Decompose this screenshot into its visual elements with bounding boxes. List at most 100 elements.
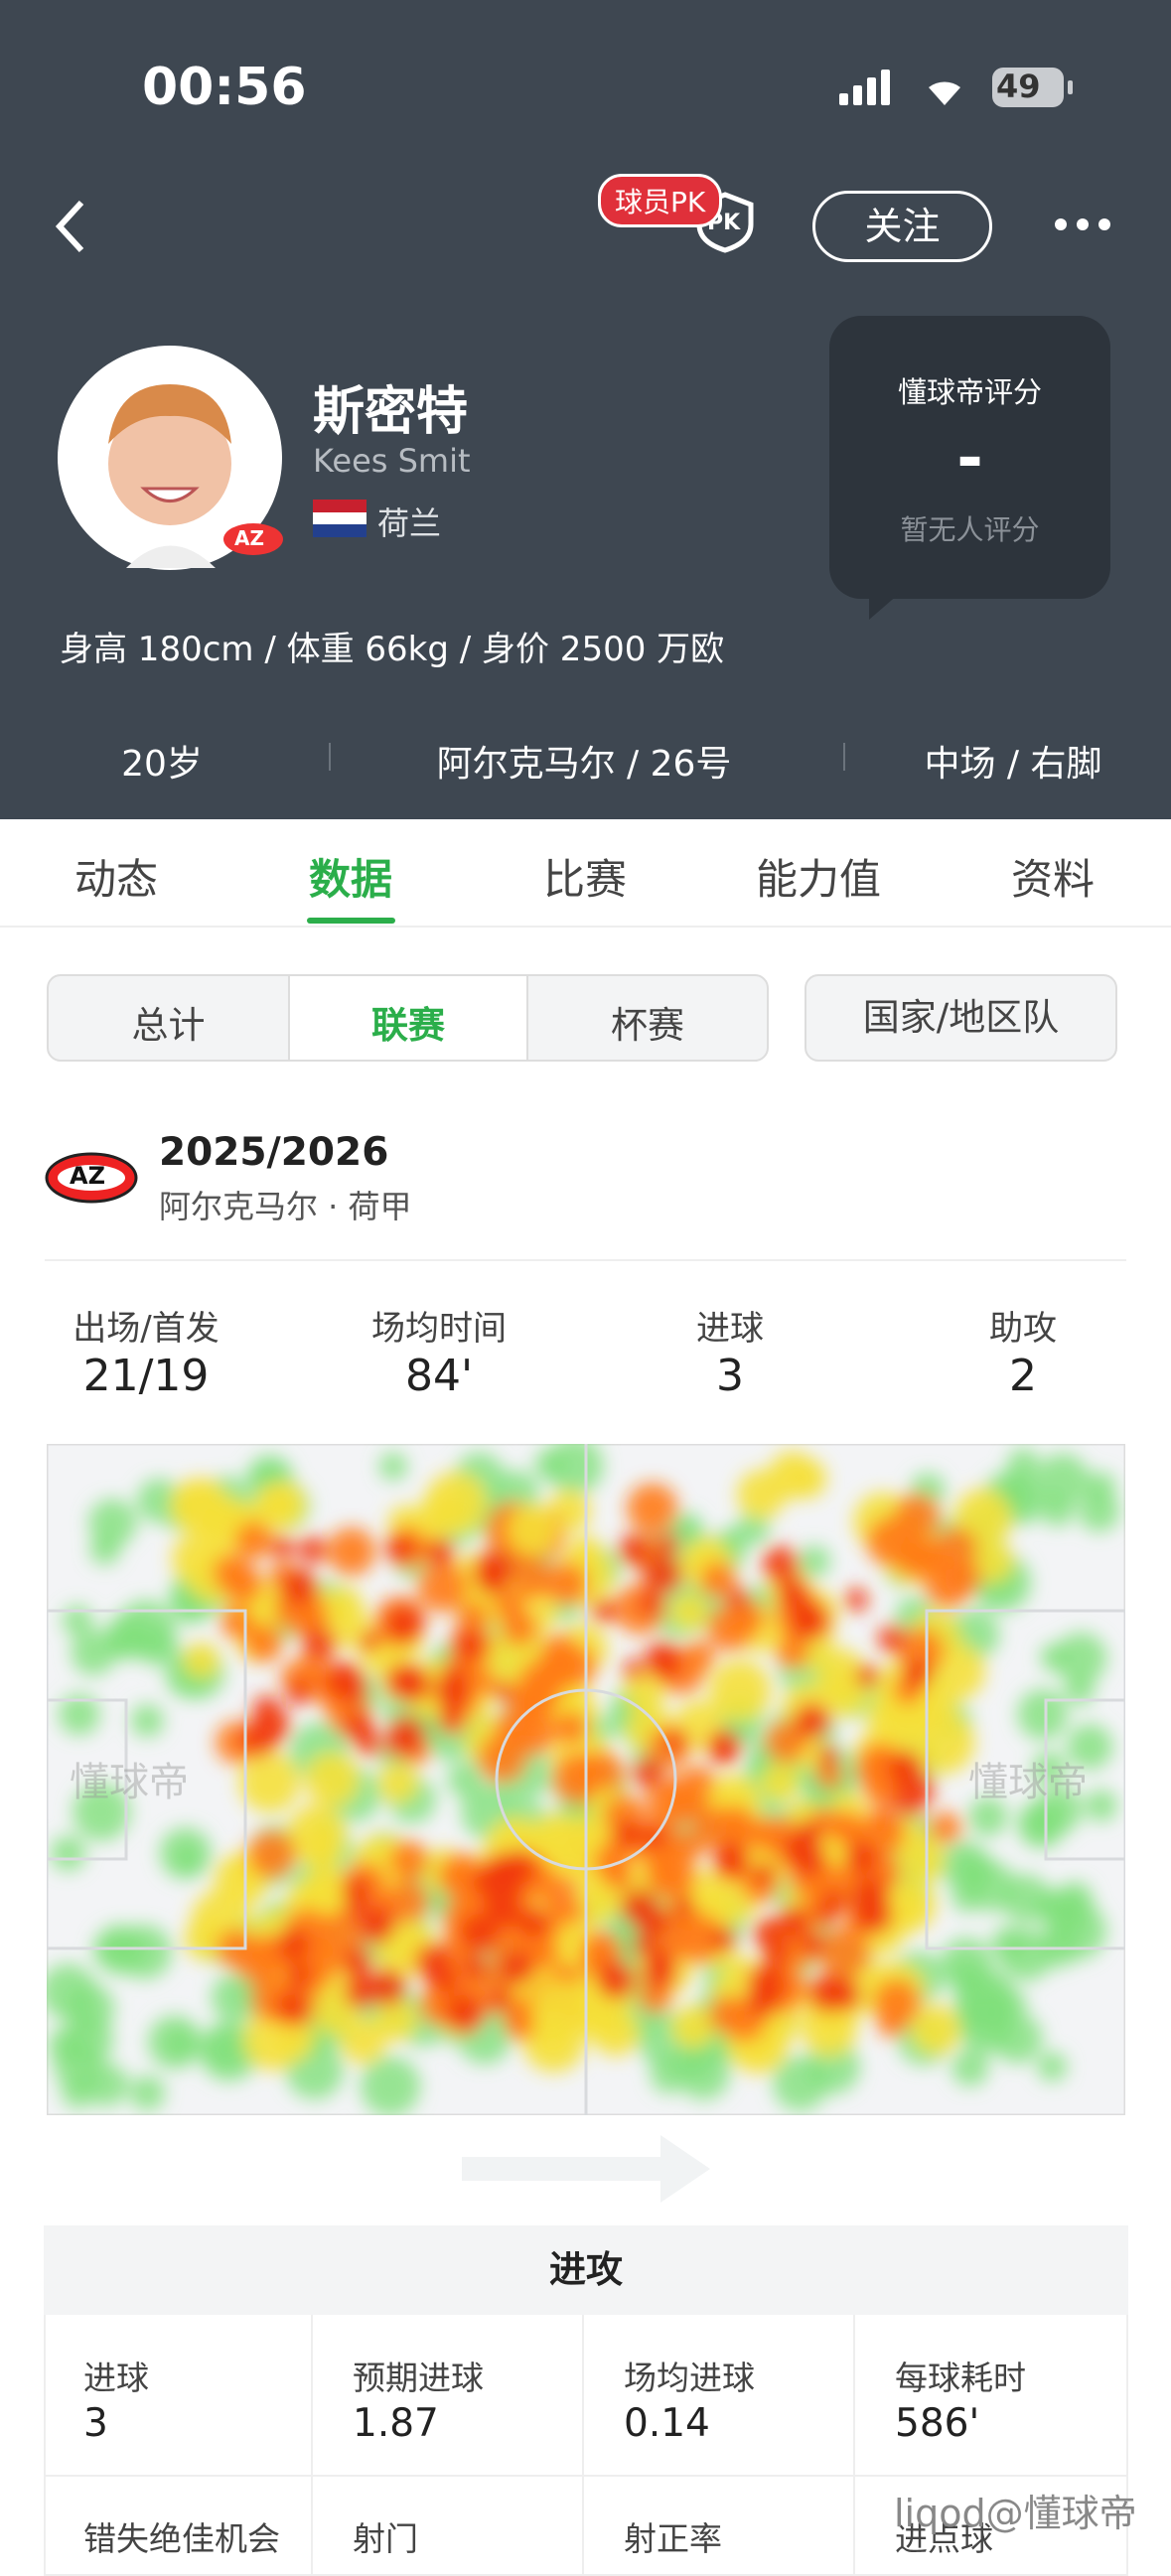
heat-blob: [844, 1840, 879, 1875]
heat-blob: [639, 1591, 663, 1616]
battery: 49: [996, 68, 1041, 105]
heat-blob: [253, 1707, 291, 1744]
heat-blob: [342, 1876, 371, 1906]
heat-blob: [855, 1663, 879, 1688]
heat-blob: [417, 1561, 468, 1613]
heatmap-watermark: 懂球帝: [968, 1760, 1088, 1805]
summary-value: 3: [716, 1351, 744, 1401]
heat-blob: [948, 1960, 983, 1995]
national-tab[interactable]: 国家/地区队: [805, 974, 1117, 1062]
heat-blob: [489, 1989, 512, 2012]
subtab-active[interactable]: 联赛: [371, 1004, 445, 1047]
heat-blob: [917, 1685, 958, 1726]
divider: [45, 1259, 1126, 1261]
heat-blob: [672, 1895, 695, 1918]
heat-blob: [1017, 1688, 1069, 1740]
heat-blob: [391, 1623, 412, 1645]
heatmap: [47, 1444, 1125, 2115]
heat-blob: [129, 2075, 165, 2111]
heat-blob: [968, 1796, 1008, 1837]
tab-active[interactable]: 数据: [308, 855, 392, 904]
heat-blob: [633, 1933, 657, 1957]
heat-blob: [1037, 2052, 1068, 2082]
heat-blob: [385, 1533, 415, 1564]
heat-blob: [327, 1527, 376, 1576]
rating-card: [829, 316, 1110, 599]
heat-blob: [737, 1470, 787, 1519]
heat-blob: [375, 1998, 418, 2042]
heat-blob: [658, 1533, 680, 1555]
divider: [0, 926, 1171, 928]
status-time: 00:56: [142, 58, 307, 117]
heat-blob: [596, 1960, 636, 2000]
heat-blob: [1055, 1632, 1107, 1684]
heat-blob: [137, 1625, 179, 1666]
heat-blob: [425, 1537, 455, 1567]
subtab[interactable]: 总计: [131, 1004, 206, 1047]
heat-blob: [342, 1711, 375, 1744]
heat-blob: [577, 1994, 623, 2040]
heat-blob: [677, 2047, 730, 2100]
heat-blob: [213, 1553, 252, 1593]
heat-blob: [700, 1561, 737, 1599]
heat-blob: [648, 1947, 675, 1974]
heat-blob: [385, 1879, 430, 1924]
heat-blob: [762, 1937, 792, 1967]
heat-blob: [361, 2056, 420, 2115]
heat-blob: [878, 1624, 907, 1653]
heat-blob: [790, 1607, 815, 1633]
heat-blob: [833, 1817, 863, 1847]
attack-cell: [313, 2315, 584, 2477]
pk-shield[interactable]: [695, 191, 755, 254]
heat-blob: [643, 1554, 683, 1595]
heat-blob: [821, 1888, 846, 1913]
player-name-en: Kees Smit: [313, 442, 471, 480]
heat-blob: [494, 1590, 525, 1621]
back-button[interactable]: [50, 197, 89, 256]
attack-value: 586': [895, 2401, 980, 2446]
heat-blob: [326, 1586, 364, 1624]
tab[interactable]: 比赛: [542, 855, 627, 904]
heat-blob: [844, 1588, 869, 1612]
heat-blob: [650, 2056, 688, 2093]
heat-blob: [305, 1752, 360, 1807]
heat-blob: [801, 1932, 825, 1956]
heat-blob: [183, 1642, 220, 1679]
heat-blob: [271, 1535, 295, 1560]
meta-age: 20岁: [121, 744, 203, 785]
heat-blob: [159, 1827, 212, 1880]
heat-blob: [106, 1630, 136, 1659]
subtab[interactable]: 杯赛: [611, 1004, 684, 1047]
follow-button[interactable]: 关注: [812, 191, 992, 262]
heat-blob: [929, 1811, 962, 1844]
heat-blob: [706, 1729, 742, 1765]
heat-blob: [760, 1763, 800, 1801]
summary-label: 场均时间: [371, 1309, 507, 1349]
heat-blob: [1067, 1723, 1113, 1770]
heat-blob: [414, 1942, 454, 1982]
attack-label: 错失绝佳机会: [83, 2519, 280, 2558]
nationality: 荷兰: [377, 504, 442, 542]
heat-blob: [1085, 1789, 1117, 1822]
heat-blob: [318, 1911, 366, 1959]
heat-blob: [647, 1647, 681, 1682]
heat-blob: [749, 1817, 786, 1854]
heat-blob: [418, 1491, 465, 1537]
heat-blob: [1078, 1491, 1120, 1532]
heat-blob: [444, 1994, 485, 2034]
heat-blob: [493, 1680, 513, 1701]
heat-blob: [787, 1458, 827, 1499]
heat-blob: [286, 1679, 313, 1706]
tab[interactable]: 能力值: [755, 855, 881, 904]
tab[interactable]: 动态: [73, 855, 158, 904]
avatar: [58, 346, 283, 570]
heat-blob: [695, 1807, 739, 1850]
heat-blob: [776, 1906, 809, 1939]
more-button[interactable]: [1053, 215, 1112, 234]
summary-value: 84': [404, 1351, 474, 1401]
heat-blob: [665, 1728, 688, 1751]
heat-blob: [285, 1961, 312, 1989]
pk-badge[interactable]: 球员PK: [598, 174, 723, 227]
attack-direction-arrow: [462, 2135, 710, 2203]
tab[interactable]: 资料: [1010, 855, 1095, 904]
